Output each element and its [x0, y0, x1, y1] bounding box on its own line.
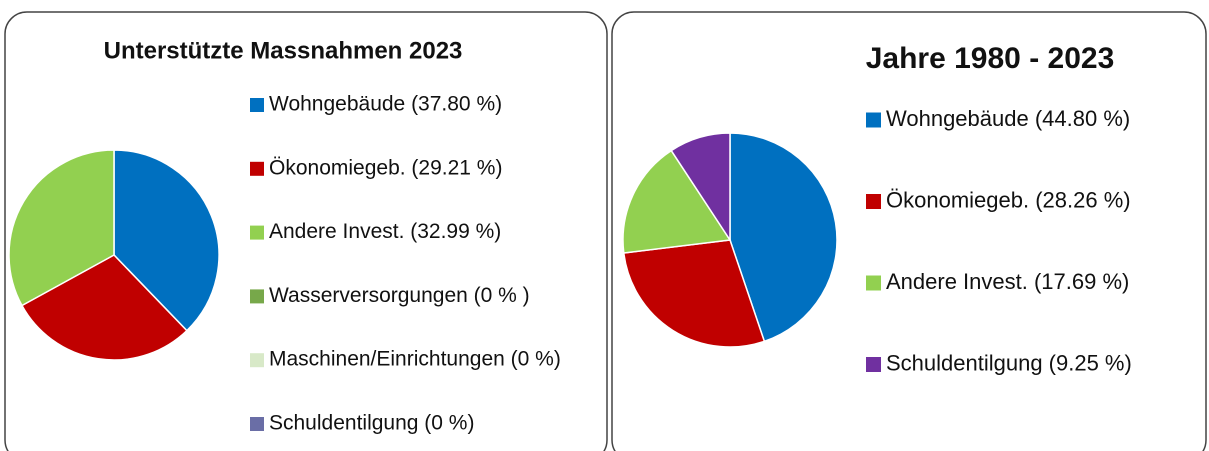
legend-label: Maschinen/Einrichtungen (0 %): [269, 348, 561, 371]
legend-label: Andere Invest. (32.99 %): [269, 220, 501, 243]
pie-slice: [622, 239, 766, 348]
legend-label: Andere Invest. (17.69 %): [886, 269, 1129, 294]
legend-swatch: [250, 98, 264, 112]
chart-title: Unterstützte Massnahmen 2023: [104, 37, 463, 64]
legend-swatch: [866, 357, 881, 372]
legend-label: Wasserversorgungen (0 % ): [269, 284, 530, 307]
legend-swatch: [250, 289, 264, 304]
legend-label: Schuldentilgung (0 %): [269, 412, 474, 435]
chart-title: Jahre 1980 - 2023: [866, 42, 1115, 75]
legend-label: Schuldentilgung (9.25 %): [886, 350, 1132, 375]
legend-swatch: [866, 112, 881, 128]
legend-swatch: [866, 194, 881, 209]
legend-label: Ökonomiegeb. (28.26 %): [886, 187, 1131, 212]
legend-swatch: [250, 225, 264, 240]
legend-swatch: [250, 417, 264, 431]
pie-slice: [729, 132, 838, 343]
pie-slice: [20, 254, 188, 361]
legend-swatch: [250, 161, 264, 176]
pie-slice: [622, 149, 732, 254]
legend-label: Wohngebäude (44.80 %): [886, 106, 1130, 131]
legend-label: Wohngebäude (37.80 %): [269, 93, 502, 116]
pie-slice: [670, 132, 731, 243]
legend-label: Ökonomiegeb. (29.21 %): [269, 156, 502, 179]
legend-swatch: [866, 275, 881, 291]
legend-swatch: [250, 353, 264, 368]
pie-slice: [8, 149, 115, 307]
pie-slice: [113, 149, 220, 332]
